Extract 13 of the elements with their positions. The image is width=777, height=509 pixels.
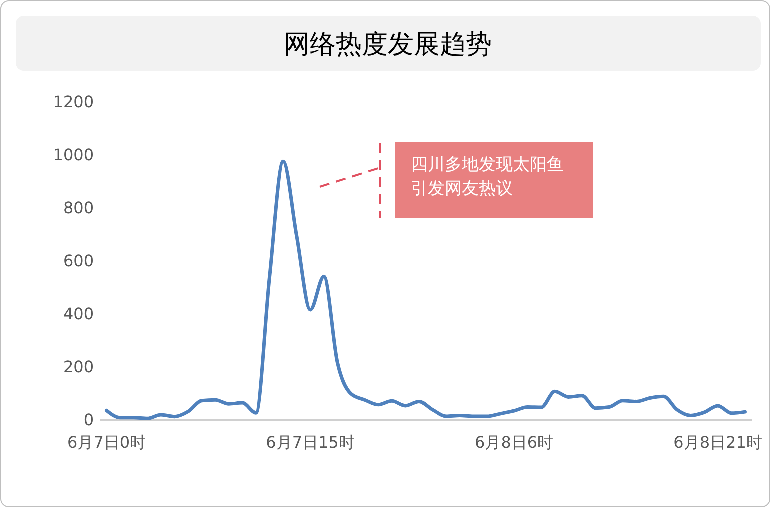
chart-title: 网络热度发展趋势 xyxy=(284,30,492,60)
x-tick-label: 6月7日0时 xyxy=(68,433,146,452)
annotation: 四川多地发现太阳鱼引发网友热议 xyxy=(411,155,564,199)
y-tick-label: 1200 xyxy=(53,92,94,112)
y-tick-label: 1000 xyxy=(53,146,94,165)
x-tick-label: 6月8日21时 xyxy=(674,433,762,452)
x-tick-label: 6月7日15时 xyxy=(266,433,355,452)
y-tick-label: 200 xyxy=(63,358,94,377)
y-tick-label: 0 xyxy=(84,410,94,430)
y-tick-label: 400 xyxy=(63,304,94,324)
y-tick-label: 800 xyxy=(63,198,94,218)
y-tick-label: 600 xyxy=(63,252,94,271)
x-tick-label: 6月8日6时 xyxy=(475,433,554,452)
